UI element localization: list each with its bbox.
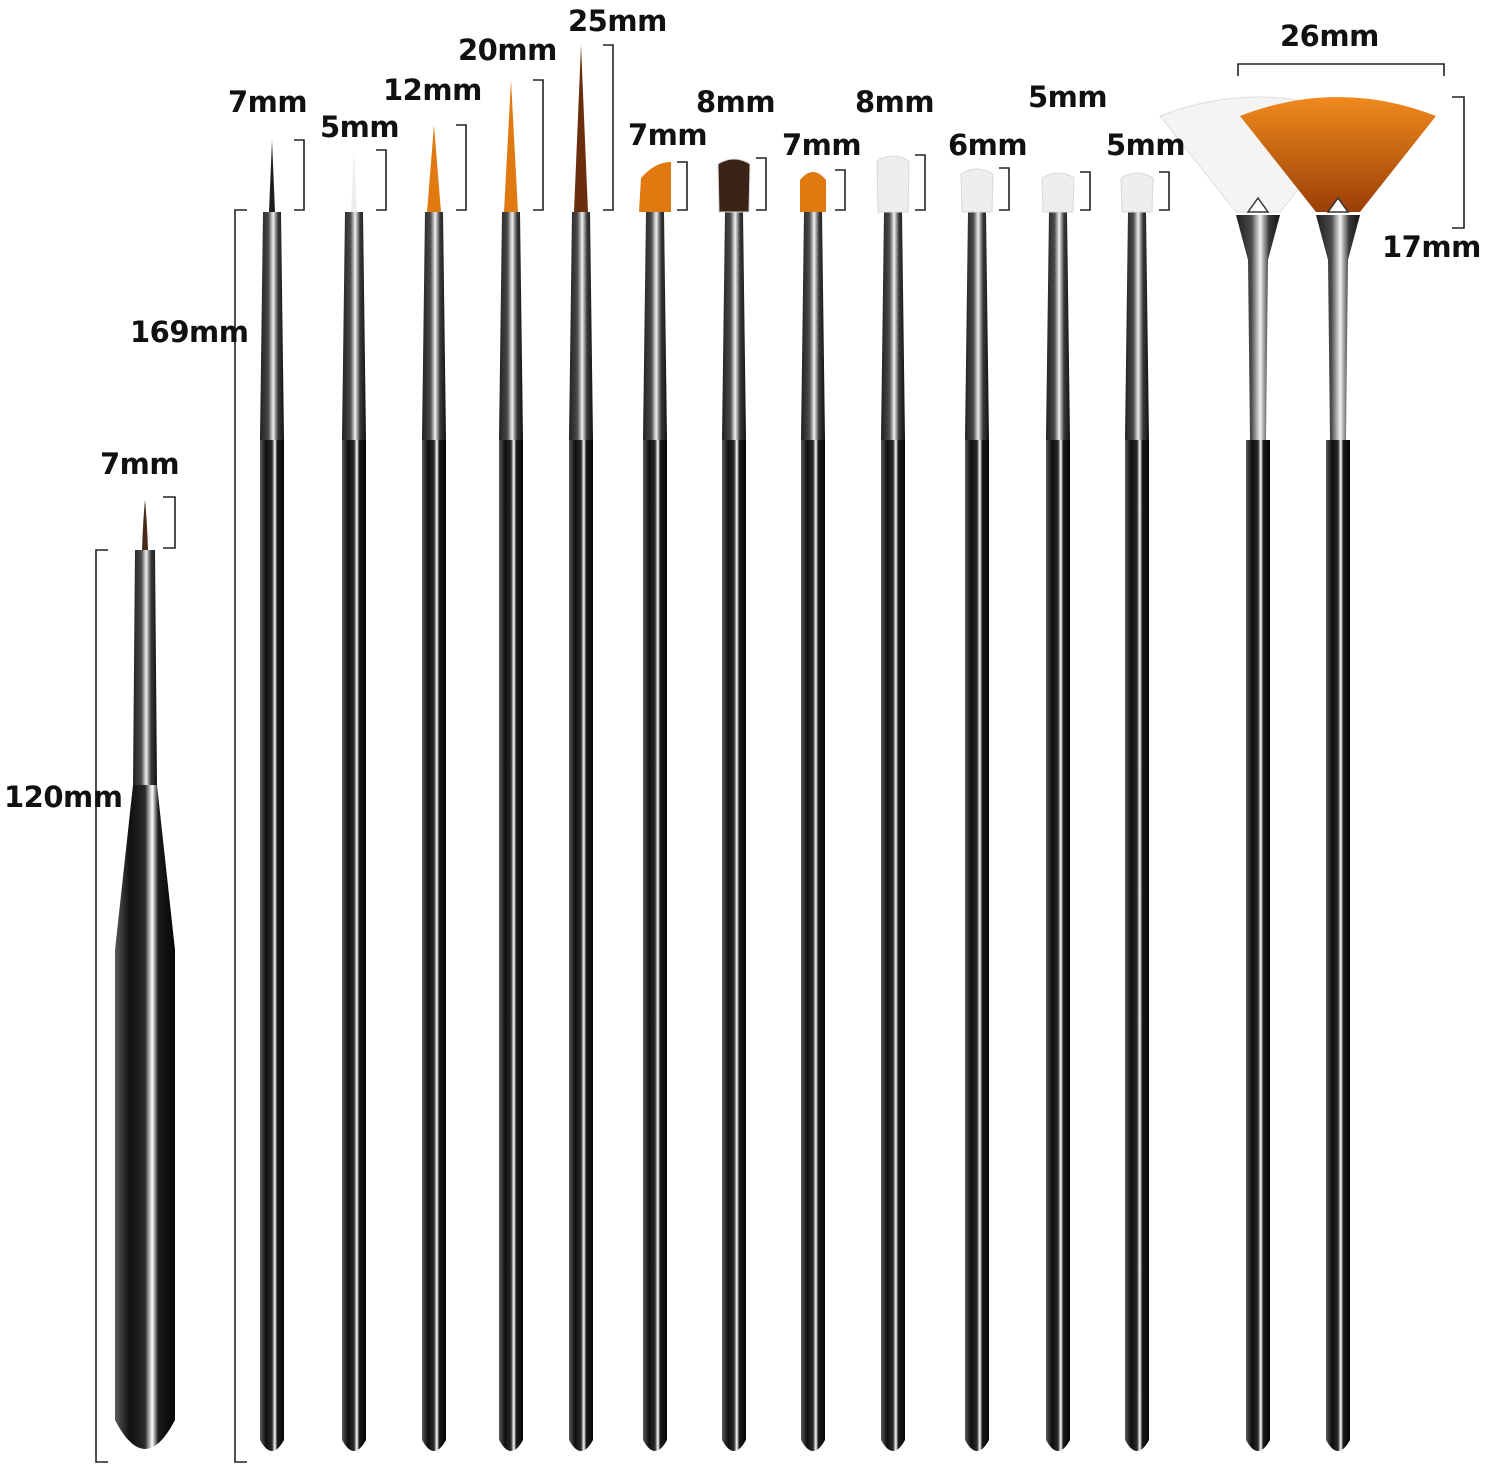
tip-bracket — [533, 79, 544, 211]
brush-bristles — [960, 168, 994, 213]
brush-bristles — [1120, 172, 1154, 213]
label-tip-9: 8mm — [855, 85, 935, 119]
fan-brush-ferrule — [1236, 215, 1280, 440]
brush-handle — [499, 440, 523, 1451]
tip-bracket — [677, 161, 688, 211]
brush-ferrule — [260, 212, 284, 440]
short-tip-bracket — [163, 496, 176, 549]
brush-handle — [965, 440, 989, 1451]
tip-bracket — [456, 124, 467, 211]
tip-bracket — [603, 44, 614, 211]
label-tip-3: 12mm — [383, 73, 482, 107]
fan-brush-ferrule — [1316, 215, 1360, 440]
label-tip-2: 5mm — [320, 110, 400, 144]
tip-bracket — [915, 154, 926, 211]
brush-bristles — [269, 140, 275, 212]
brush-handle — [569, 440, 593, 1451]
label-short-brush-length: 120mm — [4, 780, 123, 814]
fan-ferrule-crimp — [1326, 196, 1350, 213]
fan-height-bracket — [1452, 96, 1465, 229]
brush-ferrule — [342, 212, 366, 440]
brush-bristles — [800, 172, 826, 212]
fan-brush-handle — [1246, 440, 1270, 1451]
brush-handle — [1125, 440, 1149, 1451]
label-long-brush-length: 169mm — [130, 315, 249, 349]
brush-ferrule — [881, 212, 905, 440]
brush-handle — [260, 440, 284, 1451]
label-tip-4: 20mm — [458, 33, 557, 67]
brush-handle — [722, 440, 746, 1451]
tip-bracket — [835, 169, 846, 211]
label-short-brush-tip: 7mm — [100, 447, 180, 481]
label-tip-6: 7mm — [628, 118, 708, 152]
tip-bracket — [999, 167, 1010, 211]
fan-width-bracket — [1237, 63, 1445, 76]
brush-bristles — [351, 150, 357, 212]
brush-ferrule — [801, 212, 825, 440]
label-tip-12: 5mm — [1106, 128, 1186, 162]
brush-handle — [881, 440, 905, 1451]
brush-ferrule — [569, 212, 593, 440]
brush-handle — [422, 440, 446, 1451]
short-brush-handle — [115, 785, 175, 1449]
brush-bristles — [876, 155, 910, 213]
label-fan-height: 17mm — [1382, 230, 1481, 264]
brush-handle — [1046, 440, 1070, 1451]
brush-handle — [342, 440, 366, 1451]
brush-bristles — [717, 158, 751, 213]
long-length-bracket — [234, 209, 247, 1463]
short-brush-bristles — [142, 500, 148, 550]
brush-ferrule — [643, 212, 667, 440]
brush-ferrule — [1125, 212, 1149, 440]
brush-ferrule — [499, 212, 523, 440]
brush-handle — [801, 440, 825, 1451]
tip-bracket — [376, 149, 387, 211]
label-fan-width: 26mm — [1280, 19, 1379, 53]
brush-ferrule — [722, 212, 746, 440]
fan-brush-bristles — [1240, 97, 1436, 212]
label-tip-1: 7mm — [228, 85, 308, 119]
brush-bristles — [574, 45, 588, 212]
short-brush-ferrule — [133, 550, 157, 785]
brush-bristles — [1041, 172, 1075, 213]
brush-handle — [643, 440, 667, 1451]
brush-ferrule — [1046, 212, 1070, 440]
fan-ferrule-crimp — [1246, 196, 1270, 213]
label-tip-5: 25mm — [568, 4, 667, 38]
brush-bristles — [504, 80, 518, 212]
tip-bracket — [756, 157, 767, 211]
tip-bracket — [1159, 171, 1170, 211]
tip-bracket — [1080, 171, 1091, 211]
brush-ferrule — [422, 212, 446, 440]
fan-brush-handle — [1326, 440, 1350, 1451]
brush-bristles — [427, 125, 441, 212]
brush-ferrule — [965, 212, 989, 440]
brush-bristles — [639, 162, 671, 212]
tip-bracket — [294, 139, 305, 211]
label-tip-7: 8mm — [696, 85, 776, 119]
label-tip-10: 6mm — [948, 128, 1028, 162]
label-tip-8: 7mm — [782, 128, 862, 162]
short-length-bracket — [95, 549, 108, 1463]
label-tip-11: 5mm — [1028, 80, 1108, 114]
